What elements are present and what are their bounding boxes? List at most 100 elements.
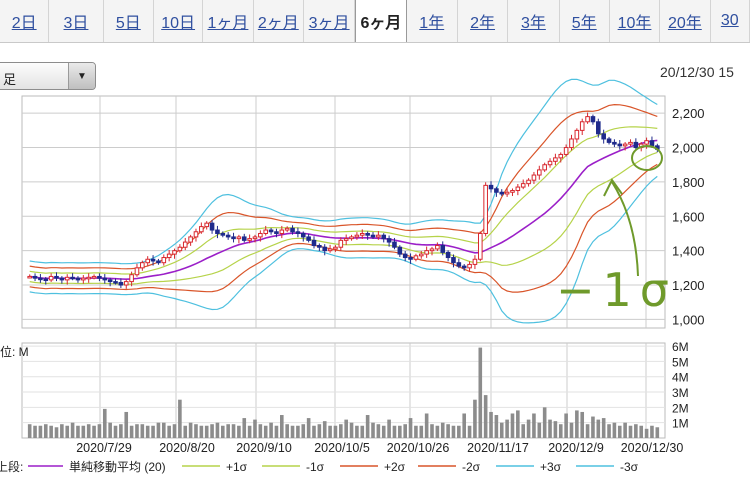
volume-bar [86,424,91,438]
period-tab-2[interactable]: 5日 [104,0,154,42]
candle-body [225,234,231,238]
period-tab-label: 10年 [617,15,652,32]
candle-body [606,138,612,143]
y-tick-label: 2,000 [672,141,705,156]
candle-body [215,229,220,234]
volume-bar [473,399,477,438]
volume-bar [435,425,440,438]
candle-body [284,227,290,231]
candle-body [140,262,145,269]
volume-bar [188,422,193,438]
candle-body [343,238,349,241]
candle-body [435,245,440,250]
period-tab-label: 1ヶ月 [207,15,249,32]
volume-bar [210,424,214,438]
volume-bar [601,418,606,438]
legend-label: +1σ [226,460,248,474]
period-tab-1[interactable]: 3日 [49,0,104,42]
volume-bar [247,425,252,438]
period-tab-label: 5日 [115,15,141,32]
volume-bar [258,424,263,438]
period-tab-9[interactable]: 2年 [458,0,509,42]
candle-body [295,231,301,234]
volume-bar [70,422,75,438]
candle-body [300,232,306,238]
candlesticks [27,112,660,289]
period-tab-13[interactable]: 20年 [660,0,711,42]
legend-label: -2σ [462,460,481,474]
candle-body [81,277,86,281]
volume-bar [285,424,289,438]
volume-tick-label: 6M [672,340,689,354]
volume-bar [628,425,633,438]
dropdown-value: 足 [3,72,17,87]
candle-body [134,267,140,276]
volume-bar [462,413,466,438]
volume-bar [108,422,112,438]
candle-body [107,279,113,283]
candle-body [54,275,59,279]
candle-body [64,276,70,281]
period-tab-label: 5年 [571,15,597,32]
volume-bar [392,425,397,438]
upper-2sigma-line [29,103,658,270]
period-tab-11[interactable]: 5年 [560,0,610,42]
candle-body [365,232,370,236]
volume-bar [349,422,354,438]
volume-bar [644,428,649,438]
candle-body [558,153,564,159]
candle-body [445,251,451,259]
annotation-text: −1σ [556,263,677,317]
volume-bar [194,424,198,438]
legend: 上段: 単純移動平均 (20) +1σ -1σ +2σ -2σ +3σ -3σ [0,459,639,474]
period-tab-label: 3日 [63,15,89,32]
period-tab-7[interactable]: 6ヶ月 [355,0,407,42]
period-tab-14[interactable]: 30 [711,0,750,42]
candle-body [418,253,424,257]
candle-body [70,276,75,280]
volume-tick-label: 2M [672,401,689,415]
candle-body [32,275,38,279]
period-tab-12[interactable]: 10年 [610,0,661,42]
period-tab-0[interactable]: 2日 [0,0,50,42]
period-tab-6[interactable]: 3ヶ月 [304,0,356,42]
candle-body [123,281,129,286]
period-tab-3[interactable]: 10日 [154,0,204,42]
volume-bar [419,425,424,438]
volume-bar [119,424,123,438]
candle-body [75,277,81,281]
period-tab-10[interactable]: 3年 [508,0,560,42]
chevron-down-icon[interactable]: ▼ [68,63,95,89]
y-tick-label: 1,400 [672,244,705,259]
period-tab-8[interactable]: 1年 [407,0,458,42]
legend-label: +3σ [540,460,562,474]
x-tick-label: 2020/12/9 [548,441,604,455]
candle-body [209,222,215,231]
volume-bar [639,425,644,438]
volume-bar [135,424,139,438]
candle-body [494,188,499,193]
candle-body [537,169,542,176]
period-tab-label: 6ヶ月 [360,15,402,32]
candle-body [166,253,172,259]
volume-bar [483,395,488,438]
candle-body [172,250,177,255]
candle-body [322,246,328,252]
legend-prefix: 上段: [0,459,23,474]
volume-bar [575,410,579,438]
volume-bar [151,425,155,438]
candle-body [274,231,279,234]
candle-body [461,265,467,269]
volume-bar [317,424,322,438]
period-tab-4[interactable]: 1ヶ月 [203,0,254,42]
candle-body [504,191,510,195]
volume-bar [301,424,306,438]
period-tab-5[interactable]: 2ヶ月 [254,0,304,42]
candle-body [150,258,156,262]
chart-type-dropdown[interactable]: 足 ▼ [0,62,96,90]
volume-bar [564,413,568,438]
candle-body [311,239,317,247]
lower-3sigma-line [29,175,658,324]
candle-body [241,236,247,241]
candle-body [499,191,505,195]
